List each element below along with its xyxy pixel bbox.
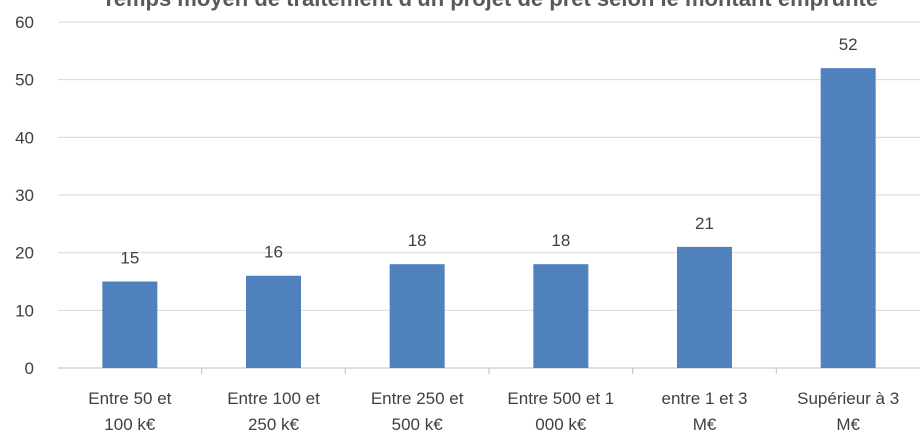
x-tick-label: entre 1 et 3 M€ — [661, 389, 747, 434]
x-tick-label: Supérieur à 3 M€ — [797, 389, 899, 434]
chart-title: Temps moyen de traitement d'un projet de… — [60, 0, 920, 12]
y-tick-label: 20 — [15, 244, 34, 263]
x-tick-label: Entre 100 et 250 k€ — [227, 389, 320, 434]
bar — [389, 264, 445, 368]
bar — [533, 264, 589, 368]
bar — [102, 281, 158, 368]
data-label: 16 — [264, 243, 283, 262]
x-tick-label: Entre 50 et 100 k€ — [88, 389, 171, 434]
y-tick-label: 30 — [15, 186, 34, 205]
bar — [820, 68, 876, 368]
x-tick-label: Entre 500 et 1 000 k€ — [507, 389, 614, 434]
y-tick-label: 40 — [15, 128, 34, 147]
y-tick-label: 50 — [15, 71, 34, 90]
y-tick-label: 10 — [15, 301, 34, 320]
bar — [246, 275, 301, 368]
y-tick-label: 60 — [15, 13, 34, 32]
data-label: 21 — [695, 214, 714, 233]
y-tick-label: 0 — [25, 359, 34, 378]
x-tick-label: Entre 250 et 500 k€ — [371, 389, 464, 434]
data-label: 18 — [408, 231, 427, 250]
data-label: 15 — [120, 249, 139, 268]
bar — [677, 246, 732, 368]
data-label: 18 — [551, 231, 570, 250]
data-label: 52 — [839, 35, 858, 54]
